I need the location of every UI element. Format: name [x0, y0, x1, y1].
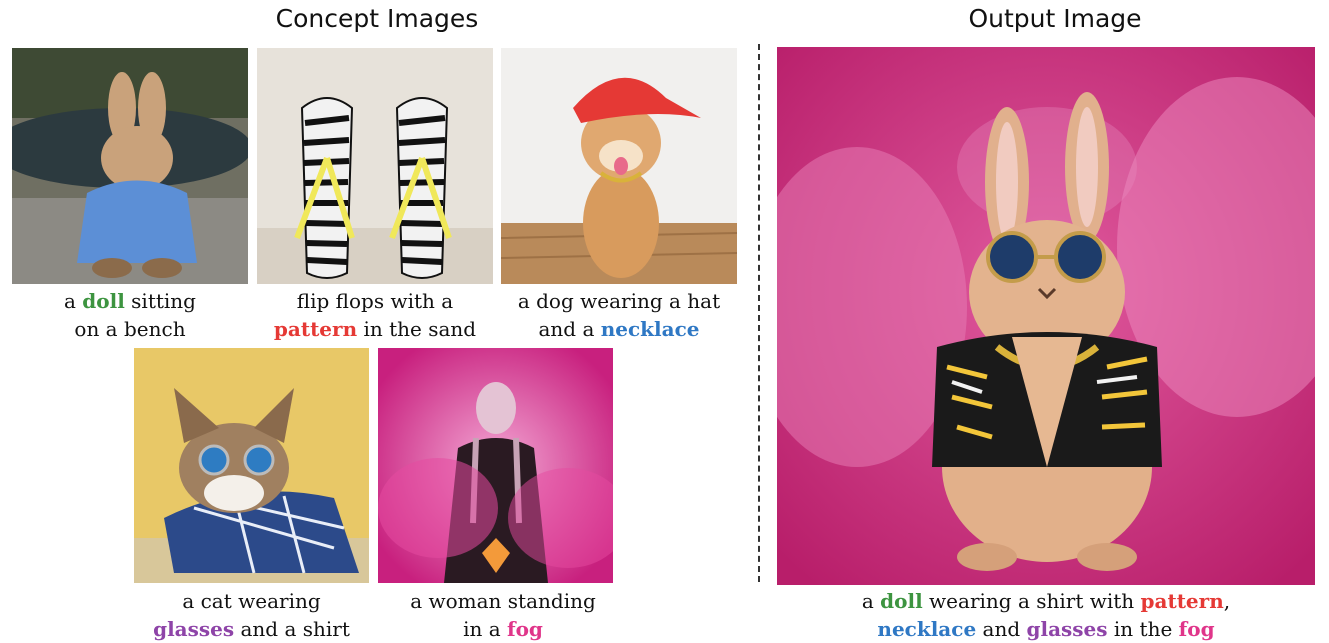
output-image: [777, 47, 1315, 585]
output-keyword-fog: fog: [1178, 617, 1215, 641]
output-keyword-glasses: glasses: [1026, 617, 1108, 641]
keyword-pattern: pattern: [273, 317, 358, 341]
cat-concept-image: [134, 348, 369, 583]
dashed-divider: [758, 44, 760, 582]
output-keyword-doll: doll: [880, 589, 923, 613]
output-caption: a doll wearing a shirt with pattern, nec…: [861, 589, 1231, 641]
concept-images-heading: Concept Images: [275, 4, 479, 33]
output-keyword-pattern: pattern: [1140, 589, 1224, 613]
doll-caption: a doll sitting on a bench: [64, 289, 196, 341]
dog-caption: a dog wearing a hat and a necklace: [517, 289, 721, 341]
keyword-necklace: necklace: [600, 317, 700, 341]
keyword-glasses: glasses: [153, 617, 235, 641]
dog-concept-image: [501, 48, 737, 284]
woman-caption: a woman standing in a fog: [410, 589, 596, 641]
output-image-heading: Output Image: [968, 4, 1142, 33]
cat-caption: a cat wearing glasses and a shirt: [153, 589, 350, 641]
keyword-fog: fog: [506, 617, 543, 641]
doll-concept-image: [12, 48, 248, 284]
flip-flops-caption: flip flops with a pattern in the sand: [273, 289, 477, 341]
output-keyword-necklace: necklace: [877, 617, 977, 641]
keyword-doll: doll: [82, 289, 125, 313]
flip-flops-concept-image: [257, 48, 493, 284]
woman-fog-concept-image: [378, 348, 613, 583]
